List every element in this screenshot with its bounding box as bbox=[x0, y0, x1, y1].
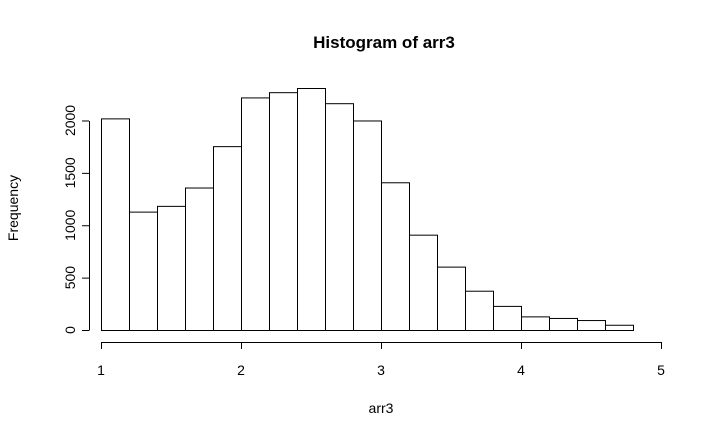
histogram-bar bbox=[213, 146, 242, 331]
histogram-bar bbox=[101, 118, 130, 331]
histogram-bar bbox=[353, 120, 382, 331]
y-tick-label: 1000 bbox=[62, 209, 78, 240]
bars-group bbox=[101, 88, 634, 332]
histogram-bar bbox=[325, 103, 354, 331]
y-tick-label: 500 bbox=[62, 266, 78, 290]
histogram-bar bbox=[269, 92, 298, 331]
histogram-bar bbox=[157, 205, 186, 332]
x-tick-label: 1 bbox=[97, 362, 105, 378]
histogram-bar bbox=[493, 305, 522, 331]
chart-title: Histogram of arr3 bbox=[313, 33, 455, 52]
histogram-bar bbox=[465, 290, 494, 332]
y-axis-label: Frequency bbox=[5, 175, 21, 241]
histogram-bar bbox=[297, 88, 326, 331]
histogram-bar bbox=[381, 182, 410, 331]
histogram-bar bbox=[409, 234, 438, 332]
histogram-bar bbox=[185, 187, 214, 331]
y-tick-label: 0 bbox=[62, 326, 78, 334]
x-tick-label: 3 bbox=[377, 362, 385, 378]
histogram-bar bbox=[549, 317, 578, 332]
x-tick-label: 5 bbox=[657, 362, 665, 378]
histogram-bar bbox=[605, 324, 634, 331]
x-axis-label: arr3 bbox=[369, 400, 394, 416]
histogram-bar bbox=[577, 320, 606, 331]
histogram-bar bbox=[437, 266, 466, 331]
y-tick-label: 1500 bbox=[62, 157, 78, 188]
histogram-bar bbox=[241, 97, 270, 331]
y-tick-label: 2000 bbox=[62, 105, 78, 136]
histogram-bar bbox=[129, 211, 158, 331]
x-tick-label: 2 bbox=[237, 362, 245, 378]
x-axis: 1 2 3 4 5 bbox=[97, 342, 665, 378]
x-tick-label: 4 bbox=[517, 362, 525, 378]
y-axis: 0 500 1000 1500 2000 bbox=[62, 105, 90, 334]
histogram-bar bbox=[521, 316, 550, 331]
